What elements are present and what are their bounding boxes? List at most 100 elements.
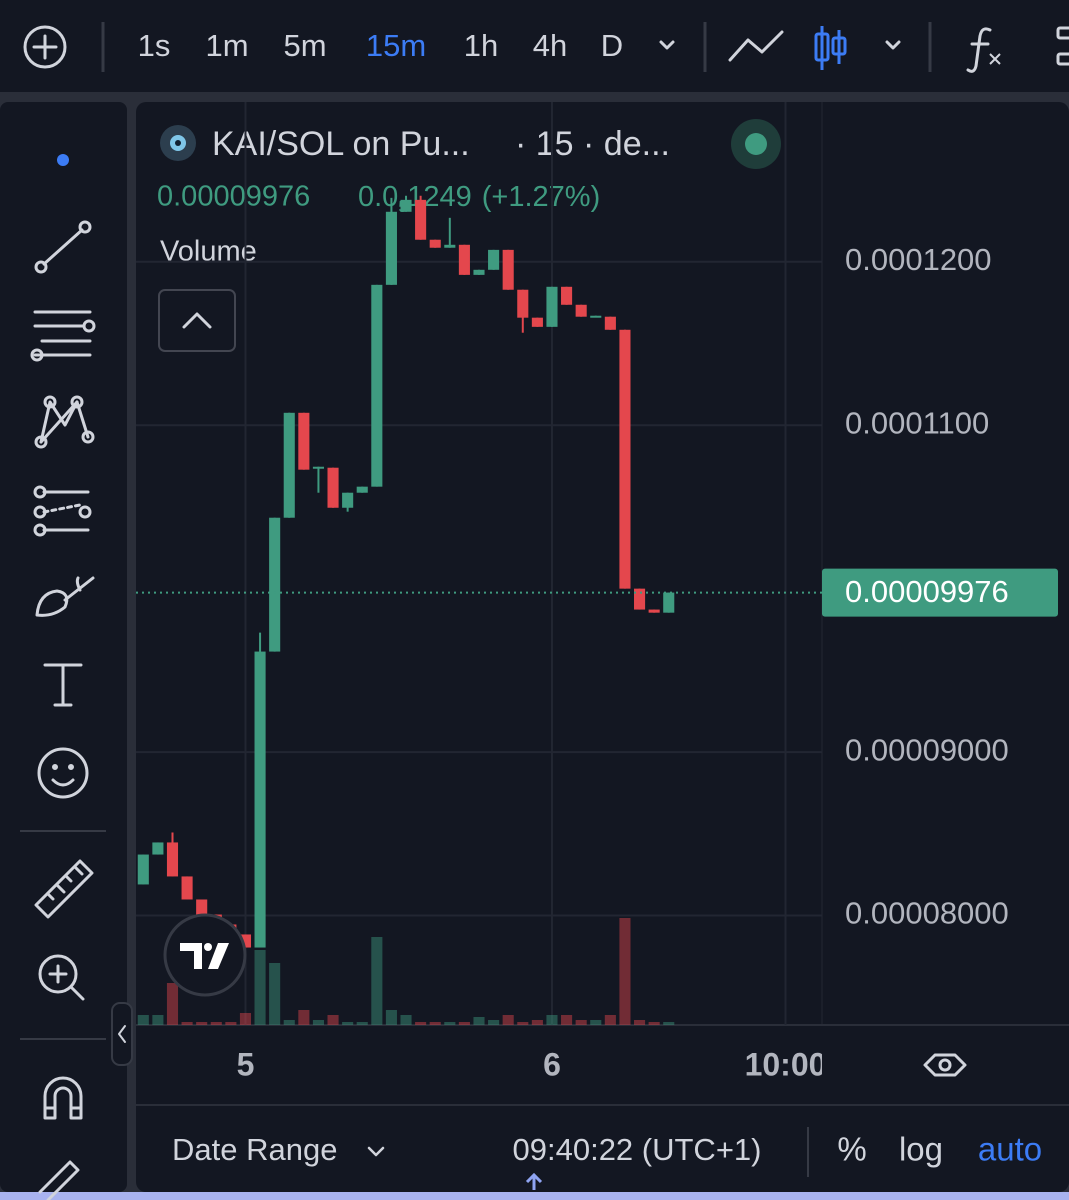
candle-body: [342, 492, 354, 508]
candle-body: [327, 467, 339, 508]
left-sidebar: [0, 102, 127, 1192]
collapse-legend[interactable]: [158, 289, 236, 352]
plot: [136, 102, 822, 1025]
volume-bar: [312, 1020, 324, 1025]
interval-button[interactable]: 1h: [464, 28, 498, 63]
emoji-tool[interactable]: [37, 747, 89, 799]
candle-body: [517, 289, 529, 318]
percent-toggle[interactable]: %: [837, 1131, 866, 1168]
prediction-tool[interactable]: [33, 485, 92, 537]
candle-body: [371, 284, 383, 487]
candle-body: [473, 269, 485, 275]
magnet-tool[interactable]: [43, 1076, 83, 1120]
volume-bar: [619, 918, 631, 1025]
bottom-strip: [0, 1192, 1069, 1200]
volume-bar: [298, 1010, 310, 1025]
volume-bar: [283, 1020, 295, 1025]
last-price-box: [822, 568, 1058, 617]
interval-button[interactable]: 1s: [138, 28, 171, 63]
volume-bar: [137, 1015, 149, 1025]
candle-body: [181, 876, 193, 900]
interval-button[interactable]: 15m: [366, 28, 426, 63]
lock-tool[interactable]: [38, 1160, 80, 1200]
cursor-dot[interactable]: [57, 154, 69, 166]
collapse-sidebar[interactable]: [111, 1002, 133, 1066]
candle-body: [575, 304, 587, 317]
candle-body: [488, 249, 500, 270]
interval-button[interactable]: D: [601, 28, 623, 63]
volume-bar: [634, 1020, 646, 1025]
last-price-label: 0.00009976: [845, 574, 1009, 609]
volume-bar: [444, 1022, 456, 1025]
y-tick-label: 0.0001200: [845, 242, 992, 277]
chart-type-menu[interactable]: [885, 40, 901, 50]
candle-body: [531, 317, 543, 327]
change-percent: (+1.27%): [482, 181, 600, 213]
interval-button[interactable]: 4h: [533, 28, 567, 63]
pattern-tool[interactable]: [34, 395, 95, 449]
volume-bar: [254, 950, 266, 1025]
line-chart-type[interactable]: [728, 30, 784, 62]
date-range-menu[interactable]: [367, 1146, 385, 1157]
interval-button[interactable]: 1m: [205, 28, 248, 63]
symbol-name[interactable]: KAI/SOL on Pu...: [212, 125, 470, 163]
interval-button[interactable]: 5m: [283, 28, 326, 63]
volume-bar: [458, 1022, 470, 1025]
text-tool[interactable]: [43, 663, 83, 707]
interval-menu[interactable]: [659, 40, 675, 50]
axis-settings[interactable]: [923, 1053, 967, 1077]
volume-bar: [371, 937, 383, 1025]
scroll-handle[interactable]: [525, 1172, 543, 1190]
volume-bar: [225, 1022, 237, 1025]
candle-body: [152, 842, 164, 855]
more-icon[interactable]: [1056, 26, 1069, 66]
candle-body: [619, 329, 631, 589]
volume-bar: [152, 1015, 164, 1025]
volume-bar: [327, 1015, 339, 1025]
log-toggle[interactable]: log: [899, 1131, 943, 1168]
fib-tool[interactable]: [30, 310, 96, 362]
add-button[interactable]: [23, 25, 67, 69]
candle-body: [663, 592, 675, 613]
brush-tool[interactable]: [35, 576, 95, 617]
candle-body: [546, 286, 558, 327]
y-tick-label: 0.00008000: [845, 896, 1009, 931]
tradingview-logo[interactable]: [163, 913, 247, 997]
volume-bar: [239, 1013, 252, 1025]
candle-body: [458, 244, 470, 275]
indicators-button[interactable]: [966, 27, 1001, 73]
zoom-tool[interactable]: [38, 954, 85, 1001]
candle-body: [502, 249, 514, 290]
candle-body: [298, 412, 310, 470]
volume-bar: [575, 1020, 587, 1025]
candle-body: [604, 316, 616, 330]
volume-label: Volume: [160, 236, 257, 268]
chart-panel: [136, 102, 1069, 1192]
measure-tool[interactable]: [34, 859, 94, 919]
volume-bar: [473, 1017, 485, 1025]
volume-bar: [181, 1022, 193, 1025]
volume-bar: [166, 983, 179, 1025]
auto-toggle[interactable]: auto: [978, 1131, 1042, 1168]
volume-bar: [342, 1022, 354, 1025]
candle-body: [196, 899, 208, 915]
candle-chart-type[interactable]: [814, 26, 847, 70]
candle-body: [312, 466, 324, 469]
volume-bar: [604, 1015, 616, 1025]
trend-line-tool[interactable]: [34, 220, 92, 274]
volume-bar: [663, 1022, 675, 1025]
volume-bar: [356, 1022, 368, 1025]
candle-body: [415, 199, 427, 240]
volume-bar: [531, 1020, 543, 1025]
clock[interactable]: 09:40:22 (UTC+1): [513, 1132, 762, 1167]
candle-body: [590, 315, 602, 318]
price-axis: 0.00008000 0.00009000 0.0001100 0.0001200 0.…: [822, 242, 1058, 931]
volume-bar: [210, 1022, 222, 1025]
time-axis: 5 6 10:00: [237, 1046, 822, 1082]
volume-bar: [429, 1022, 441, 1025]
date-range[interactable]: Date Range: [172, 1132, 337, 1167]
volume-bar: [648, 1022, 660, 1025]
candle-body: [137, 854, 149, 885]
volume-bar: [502, 1015, 514, 1025]
candle-body: [444, 244, 456, 248]
